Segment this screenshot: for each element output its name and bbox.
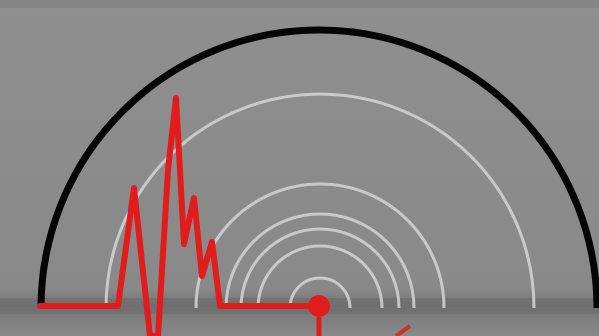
epicenter-dot: [308, 295, 330, 317]
ripple-ring-4: [224, 212, 416, 309]
ripple-ring-1: [288, 276, 352, 309]
ripple-ring-3: [239, 227, 401, 309]
seismic-wave: [37, 95, 321, 336]
ripple-ring-2: [256, 244, 384, 309]
top-shadow: [0, 0, 599, 8]
dome-outline: [37, 26, 599, 309]
wave-tail-right: [394, 324, 412, 336]
